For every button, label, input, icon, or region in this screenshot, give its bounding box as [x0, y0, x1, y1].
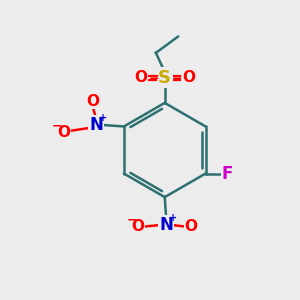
Text: +: + [99, 112, 107, 123]
Text: N: N [159, 216, 173, 234]
Text: O: O [132, 219, 145, 234]
Text: +: + [169, 213, 178, 223]
Text: O: O [86, 94, 100, 109]
Text: −: − [52, 119, 62, 132]
Text: O: O [182, 70, 195, 86]
Text: =: = [172, 71, 182, 84]
Text: O: O [57, 125, 70, 140]
Text: O: O [135, 70, 148, 86]
Text: O: O [185, 219, 198, 234]
Text: =: = [148, 71, 159, 84]
Text: S: S [158, 69, 171, 87]
Text: −: − [127, 214, 137, 226]
Text: N: N [89, 116, 103, 134]
Text: F: F [222, 165, 233, 183]
